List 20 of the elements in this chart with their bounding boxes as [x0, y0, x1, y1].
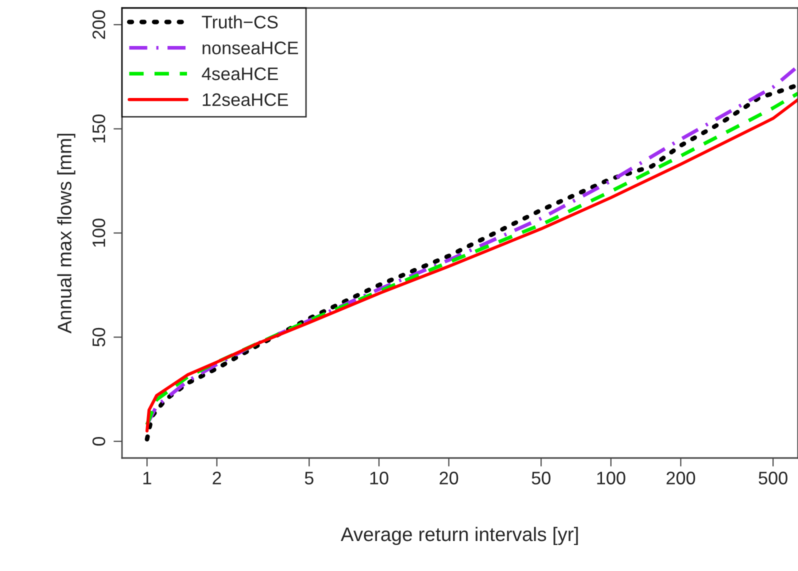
- x-tick-label: 50: [532, 472, 550, 484]
- x-axis-title: Average return intervals [yr]: [340, 526, 578, 546]
- legend-label: 4seaHCE: [202, 67, 278, 80]
- y-tick-label: 150: [92, 114, 106, 143]
- x-tick-label: 5: [304, 472, 314, 484]
- x-tick-label: 200: [666, 472, 696, 484]
- x-tick-label: 100: [597, 472, 626, 484]
- y-tick-label: 50: [92, 328, 106, 346]
- x-tick-label: 20: [440, 472, 458, 484]
- y-tick-label: 100: [92, 218, 106, 247]
- y-tick-label: 0: [92, 437, 106, 446]
- x-tick-label: 500: [758, 472, 788, 484]
- legend-label: Truth−CS: [202, 15, 278, 28]
- x-tick-label: 2: [212, 472, 221, 484]
- x-tick-label: 1: [143, 472, 152, 484]
- y-tick-label: 200: [92, 10, 106, 39]
- y-axis-title: Annual max flows [mm]: [57, 134, 76, 334]
- legend-label: nonseaHCE: [202, 42, 298, 54]
- x-tick-label: 10: [370, 472, 388, 484]
- legend-label: 12seaHCE: [202, 93, 288, 106]
